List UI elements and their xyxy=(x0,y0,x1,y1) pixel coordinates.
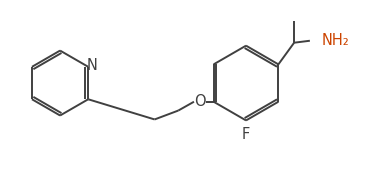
Text: N: N xyxy=(87,58,98,73)
Text: NH₂: NH₂ xyxy=(322,33,350,48)
Text: O: O xyxy=(194,94,206,109)
Text: F: F xyxy=(242,127,250,142)
